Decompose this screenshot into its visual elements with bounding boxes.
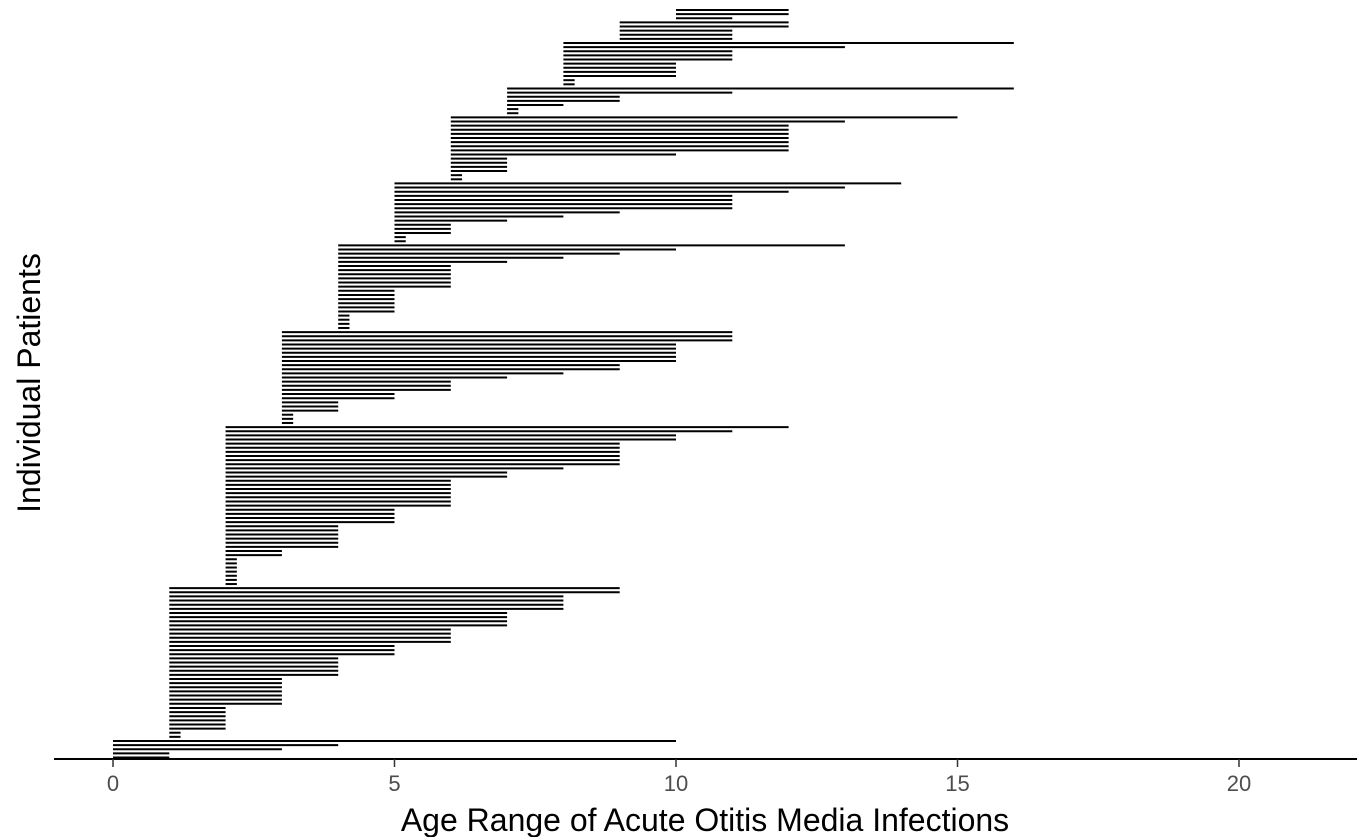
x-tick-label: 0 — [107, 771, 119, 796]
x-axis-ticks: 0 5 10 15 20 — [107, 759, 1251, 796]
y-axis-title: Individual Patients — [11, 253, 47, 513]
x-tick-label: 10 — [664, 771, 688, 796]
x-tick-label: 5 — [388, 771, 400, 796]
x-tick-label: 15 — [945, 771, 969, 796]
x-tick-label: 20 — [1227, 771, 1251, 796]
patient-bars — [113, 10, 1014, 758]
x-axis-title: Age Range of Acute Otitis Media Infectio… — [401, 802, 1009, 837]
